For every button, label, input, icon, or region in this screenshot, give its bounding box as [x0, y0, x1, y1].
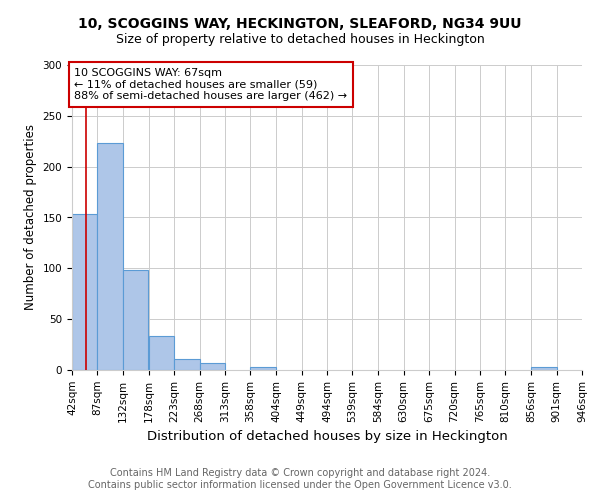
- Text: Contains public sector information licensed under the Open Government Licence v3: Contains public sector information licen…: [88, 480, 512, 490]
- Y-axis label: Number of detached properties: Number of detached properties: [24, 124, 37, 310]
- Bar: [149, 336, 174, 370]
- Bar: [174, 359, 200, 370]
- Bar: [123, 270, 148, 370]
- Text: 10, SCOGGINS WAY, HECKINGTON, SLEAFORD, NG34 9UU: 10, SCOGGINS WAY, HECKINGTON, SLEAFORD, …: [78, 18, 522, 32]
- Bar: [531, 367, 557, 370]
- Bar: [199, 363, 225, 370]
- Bar: [72, 214, 97, 370]
- X-axis label: Distribution of detached houses by size in Heckington: Distribution of detached houses by size …: [146, 430, 508, 443]
- Text: Size of property relative to detached houses in Heckington: Size of property relative to detached ho…: [116, 32, 484, 46]
- Text: Contains HM Land Registry data © Crown copyright and database right 2024.: Contains HM Land Registry data © Crown c…: [110, 468, 490, 477]
- Bar: [250, 367, 275, 370]
- Text: 10 SCOGGINS WAY: 67sqm
← 11% of detached houses are smaller (59)
88% of semi-det: 10 SCOGGINS WAY: 67sqm ← 11% of detached…: [74, 68, 347, 101]
- Bar: [97, 144, 123, 370]
